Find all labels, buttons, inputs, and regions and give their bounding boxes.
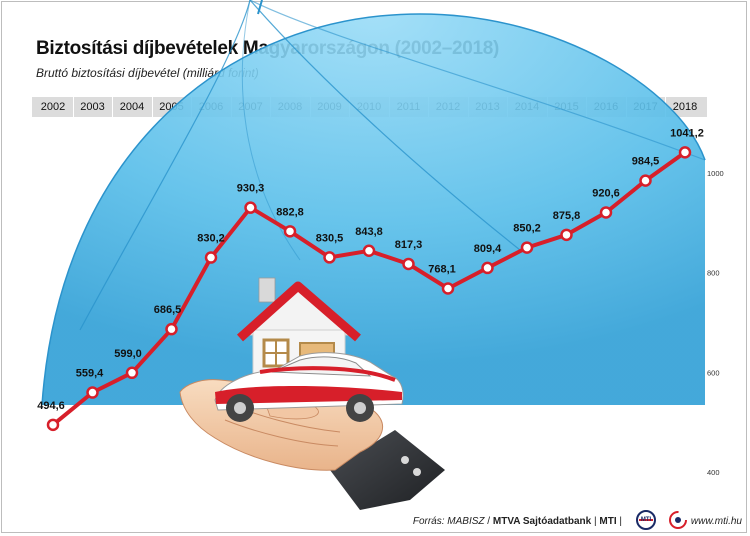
swirl-logo-icon [669, 511, 687, 529]
agency-name: MTVA Sajtóadatbank [492, 516, 592, 527]
data-point [244, 201, 257, 214]
data-point [402, 257, 415, 271]
data-point [481, 261, 494, 275]
data-label: 930,3 [237, 183, 265, 195]
data-point [599, 206, 613, 219]
data-point [639, 174, 652, 187]
data-point [204, 251, 218, 264]
y-tick-label: 1000 [707, 169, 724, 178]
data-point [560, 228, 573, 242]
data-label: 686,5 [154, 304, 182, 316]
data-label: 882,8 [276, 206, 304, 218]
car-icon [214, 352, 404, 422]
data-label: 1041,2 [670, 127, 704, 139]
chart-subtitle: Bruttó biztosítási díjbevétel (milliárd … [36, 66, 259, 80]
data-label: 830,2 [197, 233, 225, 245]
sleeve-icon [330, 430, 445, 510]
y-tick-label: 600 [707, 368, 720, 377]
data-point [520, 241, 534, 254]
data-label: 875,8 [553, 210, 581, 222]
data-point [283, 225, 297, 238]
x-tick-label: 2003 [80, 101, 105, 113]
data-label: 817,3 [395, 239, 423, 251]
data-point [165, 322, 178, 336]
mti-logo: MTI [636, 510, 656, 530]
data-label: 599,0 [114, 348, 142, 360]
data-label: 809,4 [474, 243, 502, 255]
source-label: Forrás: [412, 516, 445, 527]
data-label: 984,5 [632, 156, 660, 168]
x-tick-label: 2002 [40, 101, 66, 113]
agency-short: MTI [599, 516, 617, 527]
data-point [323, 251, 336, 264]
source-credit: Forrás: MABISZ / MTVA Sajtóadatbank | MT… [412, 516, 622, 527]
umbrella-illustration [41, 0, 706, 406]
data-label: 843,8 [355, 226, 383, 238]
year-separator [72, 97, 74, 117]
series-line-group: 494,6 559,4 599,0 686,5 830,2 930,3 882,8 830,5… [37, 127, 704, 432]
data-label: 494,6 [37, 400, 65, 412]
data-point [362, 244, 376, 258]
data-point [678, 146, 692, 159]
year-separator [112, 97, 114, 117]
data-point [125, 366, 139, 380]
data-label: 559,4 [76, 368, 104, 380]
source-name: MABISZ [447, 516, 485, 527]
hand-house-car-illustration [179, 277, 445, 510]
y-axis: 400 600 800 1000 [707, 169, 724, 477]
data-label: 768,1 [428, 264, 456, 276]
data-label: 920,6 [592, 187, 620, 199]
data-label: 830,5 [316, 232, 344, 244]
data-point [86, 386, 99, 399]
data-point [46, 418, 60, 432]
y-tick-label: 400 [707, 468, 720, 477]
x-tick-label: 2018 [672, 101, 698, 113]
website-link[interactable]: www.mti.hu [690, 516, 742, 527]
year-separator [151, 97, 153, 117]
mti-logo-text: MTI [640, 517, 652, 523]
data-point [441, 282, 455, 295]
y-tick-label: 800 [707, 269, 720, 278]
x-tick-label: 2004 [119, 101, 145, 113]
data-label: 850,2 [513, 223, 541, 235]
